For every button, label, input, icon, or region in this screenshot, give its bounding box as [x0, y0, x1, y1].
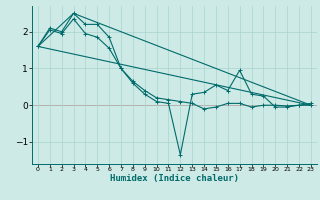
X-axis label: Humidex (Indice chaleur): Humidex (Indice chaleur) — [110, 174, 239, 183]
